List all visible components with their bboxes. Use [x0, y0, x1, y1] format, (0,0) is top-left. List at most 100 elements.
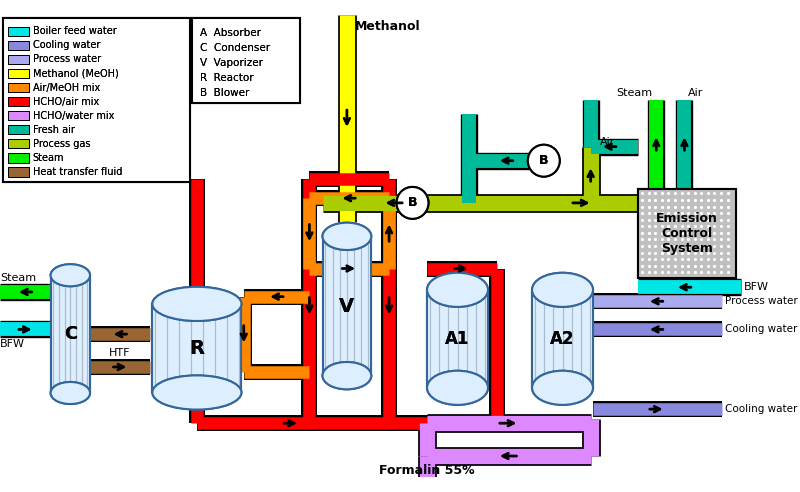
Text: Methanol (MeOH): Methanol (MeOH) — [33, 68, 118, 79]
Text: B  Blower: B Blower — [200, 88, 249, 97]
Text: Fresh air: Fresh air — [33, 125, 74, 135]
Ellipse shape — [532, 273, 593, 307]
Text: Process gas: Process gas — [33, 139, 90, 149]
Bar — [532, 290, 593, 388]
Text: HCHO/air mix: HCHO/air mix — [33, 96, 99, 107]
Text: HCHO/water mix: HCHO/water mix — [33, 111, 114, 121]
Bar — [638, 189, 736, 278]
Bar — [192, 18, 300, 102]
Bar — [152, 304, 242, 393]
Circle shape — [528, 145, 560, 177]
Ellipse shape — [322, 223, 371, 250]
Text: A1: A1 — [446, 330, 470, 348]
Text: Methanol: Methanol — [354, 20, 420, 33]
Text: B  Blower: B Blower — [200, 88, 249, 97]
Text: Air/MeOH mix: Air/MeOH mix — [33, 83, 100, 92]
Circle shape — [397, 187, 429, 219]
Ellipse shape — [322, 362, 371, 389]
Text: Cooling water: Cooling water — [725, 324, 797, 335]
Text: Cooling water: Cooling water — [725, 404, 797, 414]
Ellipse shape — [322, 362, 371, 389]
Ellipse shape — [427, 273, 488, 307]
Ellipse shape — [152, 287, 242, 321]
Text: R: R — [190, 338, 204, 358]
Bar — [7, 27, 29, 36]
Ellipse shape — [50, 382, 90, 404]
Text: Heat transfer fluid: Heat transfer fluid — [33, 167, 122, 177]
Bar — [3, 18, 190, 182]
Ellipse shape — [532, 273, 593, 307]
Bar — [7, 97, 29, 106]
Ellipse shape — [50, 382, 90, 404]
Text: A2: A2 — [550, 330, 574, 348]
Bar — [7, 69, 29, 78]
Text: HTF: HTF — [110, 348, 130, 358]
Text: C  Condenser: C Condenser — [200, 42, 270, 53]
Bar — [50, 275, 90, 393]
Text: Steam: Steam — [33, 153, 64, 163]
Text: C  Condenser: C Condenser — [200, 42, 270, 53]
Text: Process gas: Process gas — [33, 139, 90, 149]
Bar — [532, 290, 593, 388]
Bar — [7, 55, 29, 64]
Circle shape — [397, 187, 429, 219]
Bar — [7, 125, 29, 134]
Bar — [7, 41, 29, 50]
Bar — [7, 97, 29, 106]
Bar — [7, 125, 29, 134]
Text: Process water: Process water — [725, 296, 798, 307]
Text: Air: Air — [688, 88, 703, 98]
Bar — [7, 139, 29, 149]
Bar — [427, 290, 488, 388]
Bar — [7, 27, 29, 36]
Bar — [7, 167, 29, 177]
Bar — [322, 236, 371, 376]
Ellipse shape — [322, 223, 371, 250]
Text: A  Absorber: A Absorber — [200, 28, 261, 37]
Text: A1: A1 — [446, 330, 470, 348]
Bar — [7, 83, 29, 92]
Bar — [7, 55, 29, 64]
Text: BFW: BFW — [743, 282, 769, 292]
Circle shape — [528, 145, 560, 177]
Text: A2: A2 — [550, 330, 574, 348]
Text: Cooling water: Cooling water — [33, 40, 100, 50]
Text: R: R — [190, 338, 204, 358]
Text: C: C — [64, 325, 77, 343]
Bar — [7, 41, 29, 50]
Text: B: B — [408, 196, 418, 210]
Ellipse shape — [50, 264, 90, 286]
Text: Methanol (MeOH): Methanol (MeOH) — [33, 68, 118, 79]
Text: Cooling water: Cooling water — [33, 40, 100, 50]
Ellipse shape — [50, 264, 90, 286]
Bar — [322, 236, 371, 376]
Bar — [192, 18, 300, 102]
Text: Heat transfer fluid: Heat transfer fluid — [33, 167, 122, 177]
Bar — [638, 189, 736, 278]
Bar — [50, 275, 90, 393]
Text: Air/MeOH mix: Air/MeOH mix — [33, 83, 100, 92]
Text: Fresh air: Fresh air — [33, 125, 74, 135]
Bar — [7, 69, 29, 78]
Text: B: B — [539, 154, 549, 167]
Text: B: B — [408, 196, 418, 210]
Text: V  Vaporizer: V Vaporizer — [200, 58, 262, 67]
Text: Process water: Process water — [33, 55, 101, 64]
Text: A  Absorber: A Absorber — [200, 28, 261, 37]
Ellipse shape — [152, 375, 242, 409]
Ellipse shape — [427, 371, 488, 405]
Text: V: V — [339, 297, 354, 315]
Bar — [7, 111, 29, 121]
Ellipse shape — [427, 273, 488, 307]
Bar — [427, 290, 488, 388]
Text: C: C — [64, 325, 77, 343]
Text: Process water: Process water — [33, 55, 101, 64]
Bar — [7, 139, 29, 149]
Bar — [7, 167, 29, 177]
Bar — [7, 153, 29, 162]
Bar — [7, 153, 29, 162]
Text: Boiler feed water: Boiler feed water — [33, 26, 117, 36]
Text: V  Vaporizer: V Vaporizer — [200, 58, 262, 67]
Bar — [7, 83, 29, 92]
Text: Emission
Control
System: Emission Control System — [656, 212, 718, 255]
